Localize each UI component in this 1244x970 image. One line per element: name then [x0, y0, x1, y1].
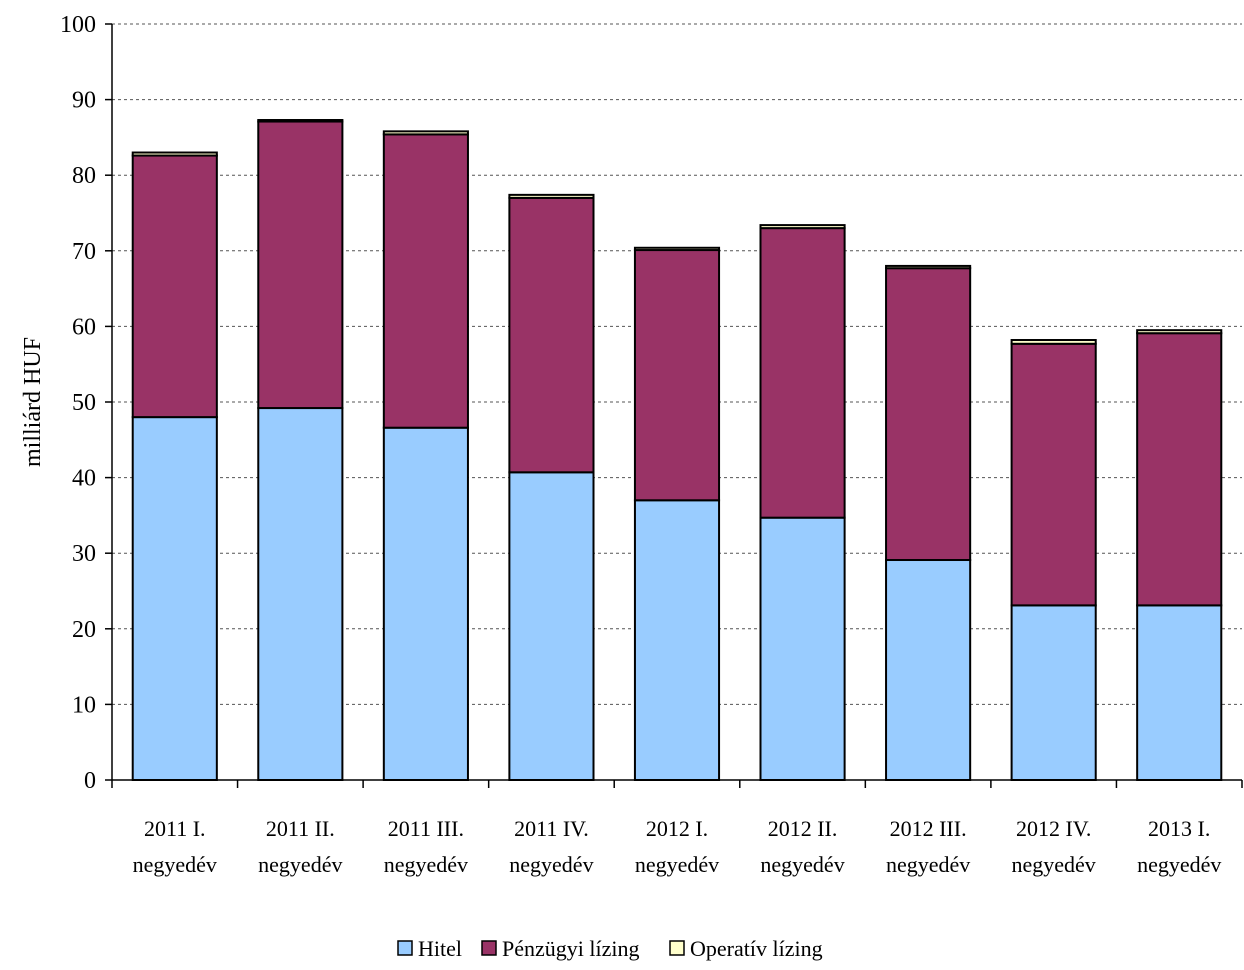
y-axis-title: milliárd HUF — [20, 337, 46, 467]
y-tick-labels: 0 10 20 30 40 50 60 70 80 90 100 — [60, 12, 96, 794]
y-tick-label: 40 — [72, 466, 96, 492]
bar-segment-hitel — [885, 559, 972, 782]
y-tick-label: 70 — [72, 239, 96, 265]
legend-entry: Pénzügyi lízing — [502, 936, 639, 961]
legend-swatch — [669, 940, 685, 956]
y-tick-label: 90 — [72, 88, 96, 114]
bar-segment-pénzügyi-lízing — [508, 196, 595, 474]
bar-segment-hitel — [633, 499, 721, 781]
y-tick-label: 100 — [60, 12, 96, 38]
bar-segment-pénzügyi-lízing — [257, 120, 344, 410]
x-category-label: negyedév — [886, 852, 970, 877]
y-tick-label: 30 — [72, 541, 96, 567]
y-tick-label: 10 — [72, 692, 96, 718]
x-category-label: negyedév — [258, 852, 342, 877]
x-category-label: negyedév — [1137, 852, 1221, 877]
bar-segment-pénzügyi-lízing — [885, 267, 972, 562]
bar-segment-pénzügyi-lízing — [633, 249, 721, 502]
bar-segment-operatív-lízing — [257, 119, 344, 123]
x-category-label: 2012 II. — [768, 816, 838, 841]
bar-segment-operatív-lízing — [382, 130, 469, 136]
y-tick-label: 50 — [72, 390, 96, 416]
x-category-label: negyedév — [509, 852, 593, 877]
y-tick-label: 80 — [72, 163, 96, 189]
x-category-label: negyedév — [133, 852, 217, 877]
bar-segment-hitel — [508, 471, 595, 781]
bar-segment-hitel — [759, 516, 846, 782]
x-category-label: 2012 III. — [890, 816, 967, 841]
bar-segment-operatív-lízing — [1136, 329, 1223, 335]
x-category-label: negyedév — [384, 852, 468, 877]
bar-segment-pénzügyi-lízing — [1136, 332, 1223, 607]
legend: Hitel Pénzügyi lízing Operatív lízing — [397, 936, 823, 961]
bars — [131, 119, 1223, 782]
legend-entry: Hitel — [418, 936, 462, 961]
bar-segment-operatív-lízing — [131, 151, 218, 157]
bar-segment-pénzügyi-lízing — [1010, 342, 1097, 607]
x-category-label: 2011 III. — [388, 816, 464, 841]
y-tick-label: 20 — [72, 617, 96, 643]
x-category-label: 2011 I. — [144, 816, 206, 841]
bar-segment-hitel — [1136, 604, 1223, 782]
x-category-label: negyedév — [1012, 852, 1096, 877]
bar-segment-pénzügyi-lízing — [759, 227, 846, 519]
x-category-label: negyedév — [635, 852, 719, 877]
x-category-label: 2012 IV. — [1016, 816, 1091, 841]
x-category-label: 2013 I. — [1148, 816, 1210, 841]
bar-segment-hitel — [257, 407, 344, 781]
bar-segment-hitel — [1010, 604, 1097, 782]
x-category-label: 2011 II. — [266, 816, 335, 841]
legend-swatch — [397, 940, 413, 956]
bar-segment-pénzügyi-lízing — [382, 133, 469, 429]
bar-segment-operatív-lízing — [759, 224, 846, 230]
bar-segment-pénzügyi-lízing — [131, 154, 218, 419]
y-tick-label: 0 — [84, 768, 96, 794]
bar-segment-operatív-lízing — [508, 193, 595, 199]
axes — [105, 23, 1243, 788]
bar-segment-operatív-lízing — [885, 264, 972, 270]
legend-swatch — [481, 940, 497, 956]
x-category-label: negyedév — [760, 852, 844, 877]
x-category-label: 2011 IV. — [514, 816, 589, 841]
bar-segment-hitel — [382, 426, 469, 781]
bar-segment-operatív-lízing — [1010, 339, 1097, 345]
bar-segment-operatív-lízing — [633, 246, 721, 252]
x-category-label: 2012 I. — [646, 816, 708, 841]
bar-segment-hitel — [131, 416, 218, 781]
y-tick-label: 60 — [72, 314, 96, 340]
legend-entry: Operatív lízing — [690, 936, 823, 961]
x-category-labels: 2011 I. negyedév 2011 II. negyedév 2011 III.… — [133, 816, 1222, 877]
